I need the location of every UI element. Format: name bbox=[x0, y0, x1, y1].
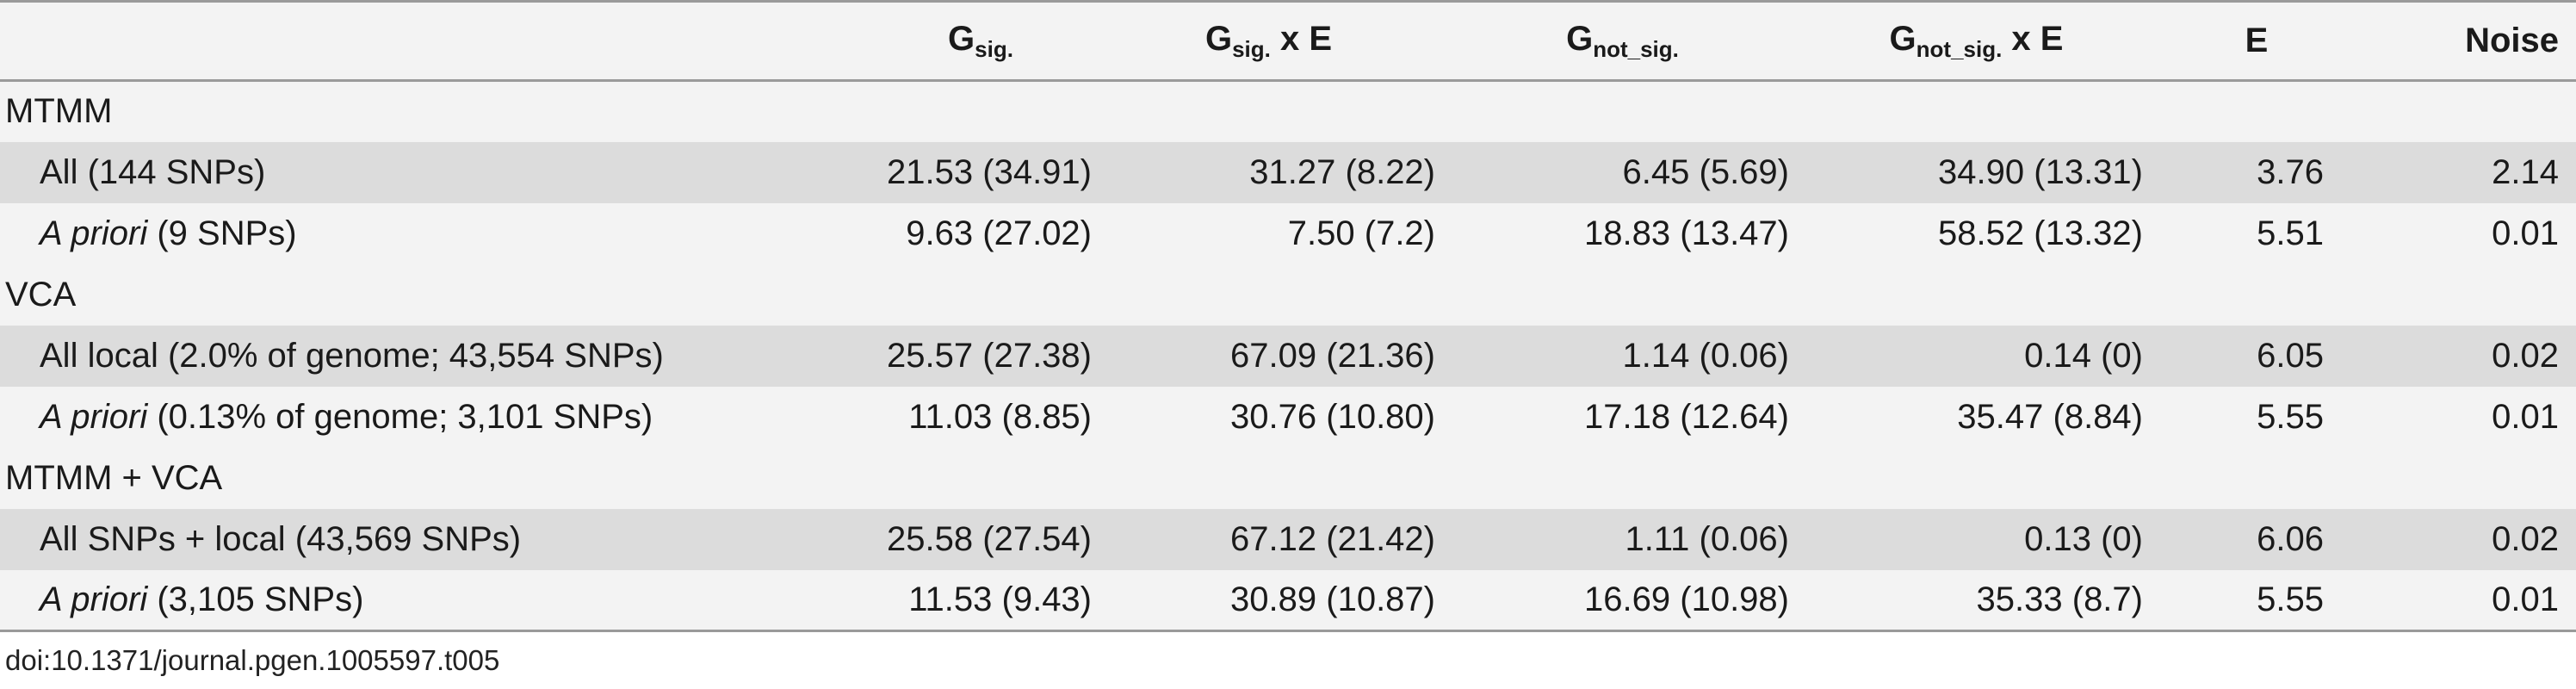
table-cell: 21.53 (34.91) bbox=[887, 152, 1092, 191]
table-cell: 18.83 (13.47) bbox=[1584, 214, 1789, 252]
table-cell: 35.33 (8.7) bbox=[1799, 569, 2153, 632]
header-row: Gsig. Gsig. x E Gnot_sig. Gnot_sig. x E … bbox=[0, 0, 2576, 82]
table-cell: 5.55 bbox=[2153, 569, 2360, 632]
section-title: VCA bbox=[5, 275, 77, 313]
table-cell: 0.01 bbox=[2492, 397, 2559, 436]
table-cell: 34.90 (13.31) bbox=[1938, 152, 2143, 191]
table-cell: 17.18 (12.64) bbox=[1584, 397, 1789, 436]
table-cell: 2.14 bbox=[2492, 152, 2559, 191]
table-cell: 25.57 (27.38) bbox=[887, 336, 1092, 375]
doi-link[interactable]: doi:10.1371/journal.pgen.1005597.t005 bbox=[5, 644, 500, 676]
table-cell: 5.51 bbox=[2257, 214, 2324, 252]
table-cell: 35.47 (8.84) bbox=[1957, 397, 2143, 436]
table-row: A priori (0.13% of genome; 3,101 SNPs) 1… bbox=[0, 386, 2576, 448]
section-title: MTMM + VCA bbox=[5, 458, 223, 497]
table-cell: 67.09 (21.36) bbox=[1230, 336, 1435, 375]
table-cell: 9.63 (27.02) bbox=[906, 214, 1092, 252]
table-cell: 0.01 bbox=[2492, 214, 2559, 252]
table-cell: 6.06 bbox=[2257, 519, 2324, 558]
header-cell-label bbox=[0, 0, 870, 82]
table-cell: 6.05 bbox=[2257, 336, 2324, 375]
table-row: A priori (9 SNPs) 9.63 (27.02) 7.50 (7.2… bbox=[0, 202, 2576, 264]
header-cell-g-sig-x-e: Gsig. x E bbox=[1092, 0, 1446, 82]
table-cell: 16.69 (10.98) bbox=[1446, 569, 1799, 632]
table-cell: 0.02 bbox=[2492, 336, 2559, 375]
row-label: All local (2.0% of genome; 43,554 SNPs) bbox=[40, 336, 664, 375]
table-container: Gsig. Gsig. x E Gnot_sig. Gnot_sig. x E … bbox=[0, 0, 2576, 632]
row-label: A priori (0.13% of genome; 3,101 SNPs) bbox=[40, 397, 653, 436]
section-row: MTMM bbox=[0, 80, 2576, 142]
header-cell-g-not-sig-x-e: Gnot_sig. x E bbox=[1799, 0, 2153, 82]
table-cell: 3.76 bbox=[2257, 152, 2324, 191]
header-cell-g-not-sig: Gnot_sig. bbox=[1446, 0, 1799, 82]
table-row: All local (2.0% of genome; 43,554 SNPs) … bbox=[0, 325, 2576, 387]
table-row: All (144 SNPs) 21.53 (34.91) 31.27 (8.22… bbox=[0, 141, 2576, 203]
table-cell: 1.14 (0.06) bbox=[1622, 336, 1789, 375]
section-title: MTMM bbox=[5, 92, 113, 131]
table-row: All SNPs + local (43,569 SNPs) 25.58 (27… bbox=[0, 508, 2576, 570]
row-label: A priori (3,105 SNPs) bbox=[0, 569, 870, 632]
table-cell: 1.11 (0.06) bbox=[1625, 519, 1790, 558]
table-cell: 11.03 (8.85) bbox=[908, 397, 1092, 436]
table-cell: 0.14 (0) bbox=[2024, 336, 2143, 375]
table-cell: 0.02 bbox=[2492, 519, 2559, 558]
row-label: All SNPs + local (43,569 SNPs) bbox=[40, 519, 522, 558]
table-cell: 67.12 (21.42) bbox=[1230, 519, 1435, 558]
row-label: All (144 SNPs) bbox=[40, 152, 266, 191]
results-table: Gsig. Gsig. x E Gnot_sig. Gnot_sig. x E … bbox=[0, 0, 2576, 632]
table-cell: 25.58 (27.54) bbox=[887, 519, 1092, 558]
table-cell: 30.76 (10.80) bbox=[1230, 397, 1435, 436]
table-cell: 30.89 (10.87) bbox=[1092, 569, 1446, 632]
header-cell-g-sig: Gsig. bbox=[870, 0, 1092, 82]
section-row: VCA bbox=[0, 264, 2576, 326]
row-label: A priori (9 SNPs) bbox=[40, 214, 297, 252]
table-row: A priori (3,105 SNPs) 11.53 (9.43) 30.89… bbox=[0, 569, 2576, 632]
table-cell: 0.13 (0) bbox=[2024, 519, 2143, 558]
header-cell-noise: Noise bbox=[2360, 0, 2576, 82]
table-cell: 58.52 (13.32) bbox=[1938, 214, 2143, 252]
table-cell: 31.27 (8.22) bbox=[1249, 152, 1435, 191]
table-cell: 7.50 (7.2) bbox=[1287, 214, 1435, 252]
header-cell-e: E bbox=[2153, 0, 2360, 82]
section-row: MTMM + VCA bbox=[0, 447, 2576, 509]
table-cell: 0.01 bbox=[2360, 569, 2576, 632]
table-cell: 11.53 (9.43) bbox=[870, 569, 1092, 632]
table-cell: 6.45 (5.69) bbox=[1622, 152, 1789, 191]
table-cell: 5.55 bbox=[2257, 397, 2324, 436]
